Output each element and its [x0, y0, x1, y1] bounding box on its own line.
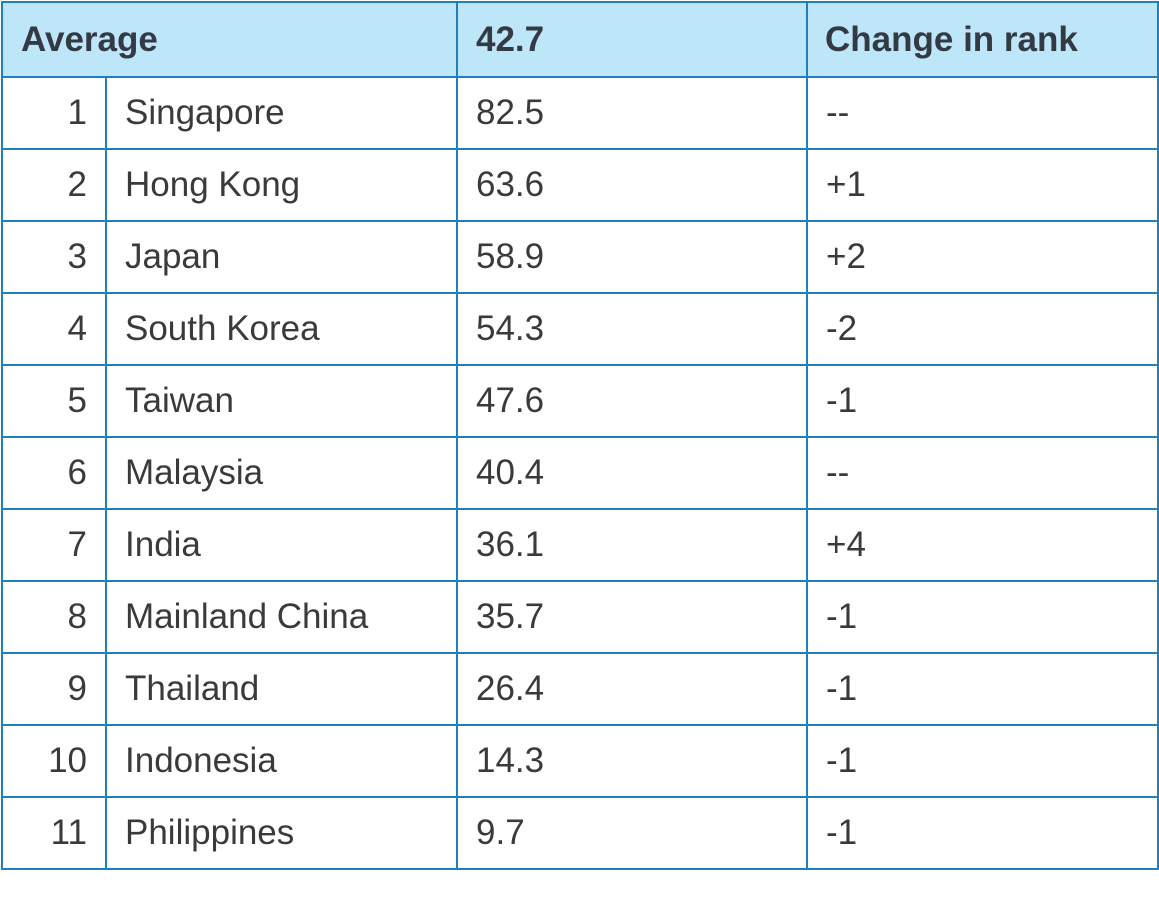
average-label: Average	[1, 1, 458, 78]
table-row: 9 Thailand 26.4 -1	[1, 652, 1159, 726]
change-in-rank-cell: -1	[806, 580, 1159, 654]
table-row: 6 Malaysia 40.4 --	[1, 436, 1159, 510]
change-in-rank-cell: -1	[806, 652, 1159, 726]
rank-cell: 8	[1, 580, 107, 654]
market-cell: Philippines	[105, 796, 458, 870]
score-cell: 9.7	[456, 796, 808, 870]
rank-cell: 6	[1, 436, 107, 510]
rank-cell: 7	[1, 508, 107, 582]
change-in-rank-cell: --	[806, 76, 1159, 150]
score-cell: 47.6	[456, 364, 808, 438]
rank-cell: 2	[1, 148, 107, 222]
rank-cell: 9	[1, 652, 107, 726]
market-cell: Mainland China	[105, 580, 458, 654]
market-cell: Hong Kong	[105, 148, 458, 222]
table-row: 1 Singapore 82.5 --	[1, 76, 1159, 150]
market-cell: Indonesia	[105, 724, 458, 798]
table-row: 8 Mainland China 35.7 -1	[1, 580, 1159, 654]
table-row: 3 Japan 58.9 +2	[1, 220, 1159, 294]
market-cell: Singapore	[105, 76, 458, 150]
score-cell: 82.5	[456, 76, 808, 150]
rank-cell: 1	[1, 76, 107, 150]
rank-cell: 4	[1, 292, 107, 366]
rank-cell: 11	[1, 796, 107, 870]
table-row: 2 Hong Kong 63.6 +1	[1, 148, 1159, 222]
table-row: 11 Philippines 9.7 -1	[1, 796, 1159, 870]
score-cell: 54.3	[456, 292, 808, 366]
header-row: Average 42.7 Change in rank	[1, 1, 1159, 78]
market-cell: Malaysia	[105, 436, 458, 510]
score-cell: 26.4	[456, 652, 808, 726]
rank-cell: 5	[1, 364, 107, 438]
change-in-rank-cell: +1	[806, 148, 1159, 222]
change-in-rank-cell: -2	[806, 292, 1159, 366]
score-cell: 14.3	[456, 724, 808, 798]
change-in-rank-cell: -1	[806, 724, 1159, 798]
table-row: 10 Indonesia 14.3 -1	[1, 724, 1159, 798]
table-row: 7 India 36.1 +4	[1, 508, 1159, 582]
score-cell: 35.7	[456, 580, 808, 654]
market-cell: Thailand	[105, 652, 458, 726]
score-cell: 40.4	[456, 436, 808, 510]
change-in-rank-header: Change in rank	[806, 1, 1159, 78]
rank-cell: 3	[1, 220, 107, 294]
average-value: 42.7	[456, 1, 808, 78]
table-header: Average 42.7 Change in rank	[1, 1, 1159, 78]
change-in-rank-cell: +4	[806, 508, 1159, 582]
change-in-rank-cell: -1	[806, 796, 1159, 870]
change-in-rank-cell: --	[806, 436, 1159, 510]
table-body: 1 Singapore 82.5 -- 2 Hong Kong 63.6 +1 3 Japan 58…	[1, 76, 1159, 870]
table-row: 5 Taiwan 47.6 -1	[1, 364, 1159, 438]
change-in-rank-cell: -1	[806, 364, 1159, 438]
rank-cell: 10	[1, 724, 107, 798]
change-in-rank-cell: +2	[806, 220, 1159, 294]
market-cell: India	[105, 508, 458, 582]
score-cell: 63.6	[456, 148, 808, 222]
market-cell: Taiwan	[105, 364, 458, 438]
ranking-table: Average 42.7 Change in rank 1 Singapore 82…	[1, 1, 1159, 870]
market-cell: South Korea	[105, 292, 458, 366]
score-cell: 58.9	[456, 220, 808, 294]
market-cell: Japan	[105, 220, 458, 294]
score-cell: 36.1	[456, 508, 808, 582]
table-row: 4 South Korea 54.3 -2	[1, 292, 1159, 366]
